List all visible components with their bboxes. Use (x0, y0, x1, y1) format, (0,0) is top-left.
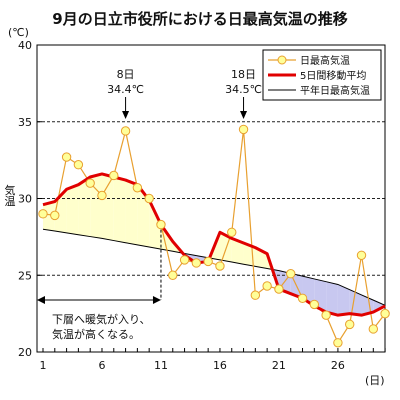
data-point (191, 258, 202, 268)
fill-segment (90, 173, 102, 239)
data-point (238, 124, 249, 135)
data-point (250, 290, 261, 300)
data-point (274, 284, 284, 294)
range-arrow-left-head (37, 296, 45, 304)
x-tick-label: 21 (272, 359, 286, 372)
y-tick-label: 30 (18, 193, 32, 206)
annotation-layer: 8日 34.4℃ 18日 34.5℃ 下層へ暖気が入り、気温が高くなる。 (37, 68, 262, 341)
y-axis-label-char: 温 (4, 195, 16, 208)
y-axis-label: 気温気温 (2, 185, 18, 207)
data-point (333, 338, 343, 348)
data-point (309, 299, 320, 310)
legend-label: 5日間移動平均 (300, 69, 366, 82)
series-layer (38, 124, 390, 348)
data-point (380, 308, 390, 319)
data-point (97, 190, 107, 201)
fill-segment (101, 173, 114, 241)
data-point (38, 209, 48, 219)
y-tick-label: 40 (18, 39, 32, 52)
data-point (262, 281, 272, 291)
x-tick-label: 26 (331, 359, 345, 372)
data-point (356, 250, 367, 260)
y-tick-label: 35 (18, 116, 32, 129)
chart-title: 9月の日立市役所における日最高気温の推移 (52, 10, 348, 28)
data-point (50, 210, 60, 221)
x-tick-label: 11 (154, 359, 168, 372)
data-point (85, 178, 95, 188)
legend-label: 日最高気温 (300, 54, 350, 67)
data-point (286, 269, 296, 279)
grid-layer (37, 121, 385, 276)
data-point (345, 319, 355, 330)
data-point (179, 255, 190, 265)
data-point (215, 261, 225, 271)
data-point (73, 160, 84, 170)
annotation-arrow-head (240, 111, 248, 119)
data-point (144, 193, 154, 204)
data-point (132, 183, 143, 193)
x-axis-unit: (日) (365, 374, 385, 387)
annotation-value-label: 34.4℃ (107, 83, 144, 96)
fill-segment (149, 200, 161, 250)
legend-swatch-marker (277, 55, 287, 65)
data-point (203, 256, 213, 267)
y-tick-label: 20 (18, 346, 32, 359)
range-note-line2: 気温が高くなる。 (52, 327, 140, 341)
x-tick-label: 1 (40, 359, 47, 372)
range-note-line1: 下層へ暖気が入り、 (52, 312, 151, 326)
series-line-normal (42, 228, 386, 306)
x-tick-label: 16 (213, 359, 227, 372)
data-point (120, 126, 131, 136)
fill-segment (337, 284, 350, 316)
fill-segment (78, 177, 91, 237)
annotation-day-label: 8日 (117, 68, 135, 81)
data-point (297, 293, 308, 303)
y-tick-label: 25 (18, 269, 32, 282)
data-point (227, 227, 237, 237)
fill-segment (326, 281, 338, 316)
x-tick-label: 6 (98, 359, 105, 372)
legend-label: 平年日最高気温 (300, 84, 370, 97)
range-arrow-right-head (152, 296, 161, 304)
data-point (368, 324, 379, 334)
fill-segment (43, 201, 55, 232)
y-axis-label-char: 気 (4, 184, 16, 197)
data-point (156, 219, 166, 230)
data-point (321, 310, 331, 320)
y-axis-unit: (℃) (8, 26, 29, 39)
annotation-day-label: 18日 (231, 68, 256, 81)
data-point (61, 152, 72, 162)
y-axis-label-vertical: 気温 (2, 185, 18, 207)
fill-segment (66, 184, 79, 235)
fill-segment (231, 238, 244, 265)
data-point (168, 270, 178, 280)
fill-segment (113, 177, 126, 243)
annotation-value-label: 34.5℃ (225, 83, 262, 96)
fill-segment (125, 180, 138, 245)
data-point (109, 170, 119, 181)
annotation-arrow-head (122, 111, 130, 119)
